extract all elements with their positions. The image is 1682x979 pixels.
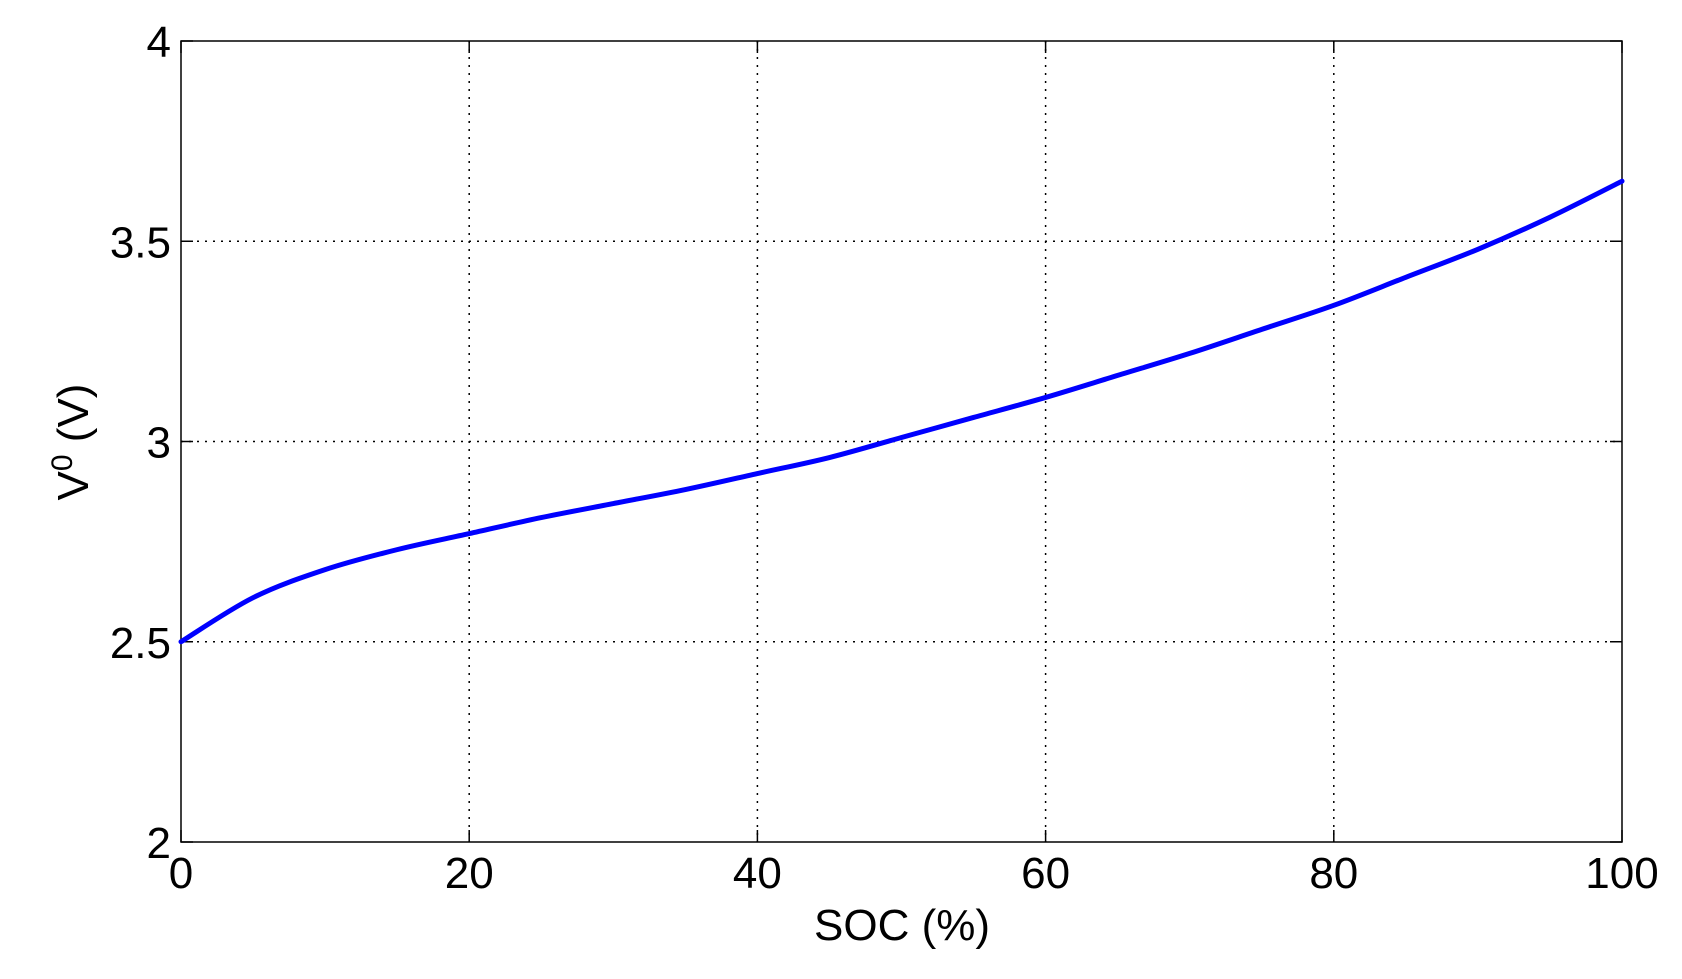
- y-axis-label-unit: (V): [49, 384, 98, 455]
- series-layer: [178, 178, 1625, 645]
- y-tick-label: 2.5: [110, 619, 171, 668]
- x-tick-label: 0: [169, 849, 193, 898]
- x-axis-label: SOC (%): [814, 901, 990, 950]
- x-tick-label: 100: [1585, 849, 1658, 898]
- series-line: [178, 178, 1625, 645]
- x-tick-label: 20: [445, 849, 494, 898]
- x-tick-label: 80: [1309, 849, 1358, 898]
- y-axis-label: V0 (V): [46, 384, 99, 501]
- grid: [181, 41, 1622, 842]
- y-tick-label: 2: [147, 819, 171, 868]
- y-tick-label: 3: [147, 419, 171, 468]
- tick-labels: 0 20 40 60 80 100 2 2.5 3 3.5 4: [110, 18, 1659, 898]
- y-tick-label: 4: [147, 18, 171, 67]
- y-axis-label-symbol: V: [49, 470, 98, 500]
- x-tick-label: 60: [1021, 849, 1070, 898]
- y-tick-label: 3.5: [110, 218, 171, 267]
- plot-area-frame: [180, 40, 1623, 843]
- y-axis-label-superscript: 0: [46, 454, 79, 471]
- x-tick-label: 40: [733, 849, 782, 898]
